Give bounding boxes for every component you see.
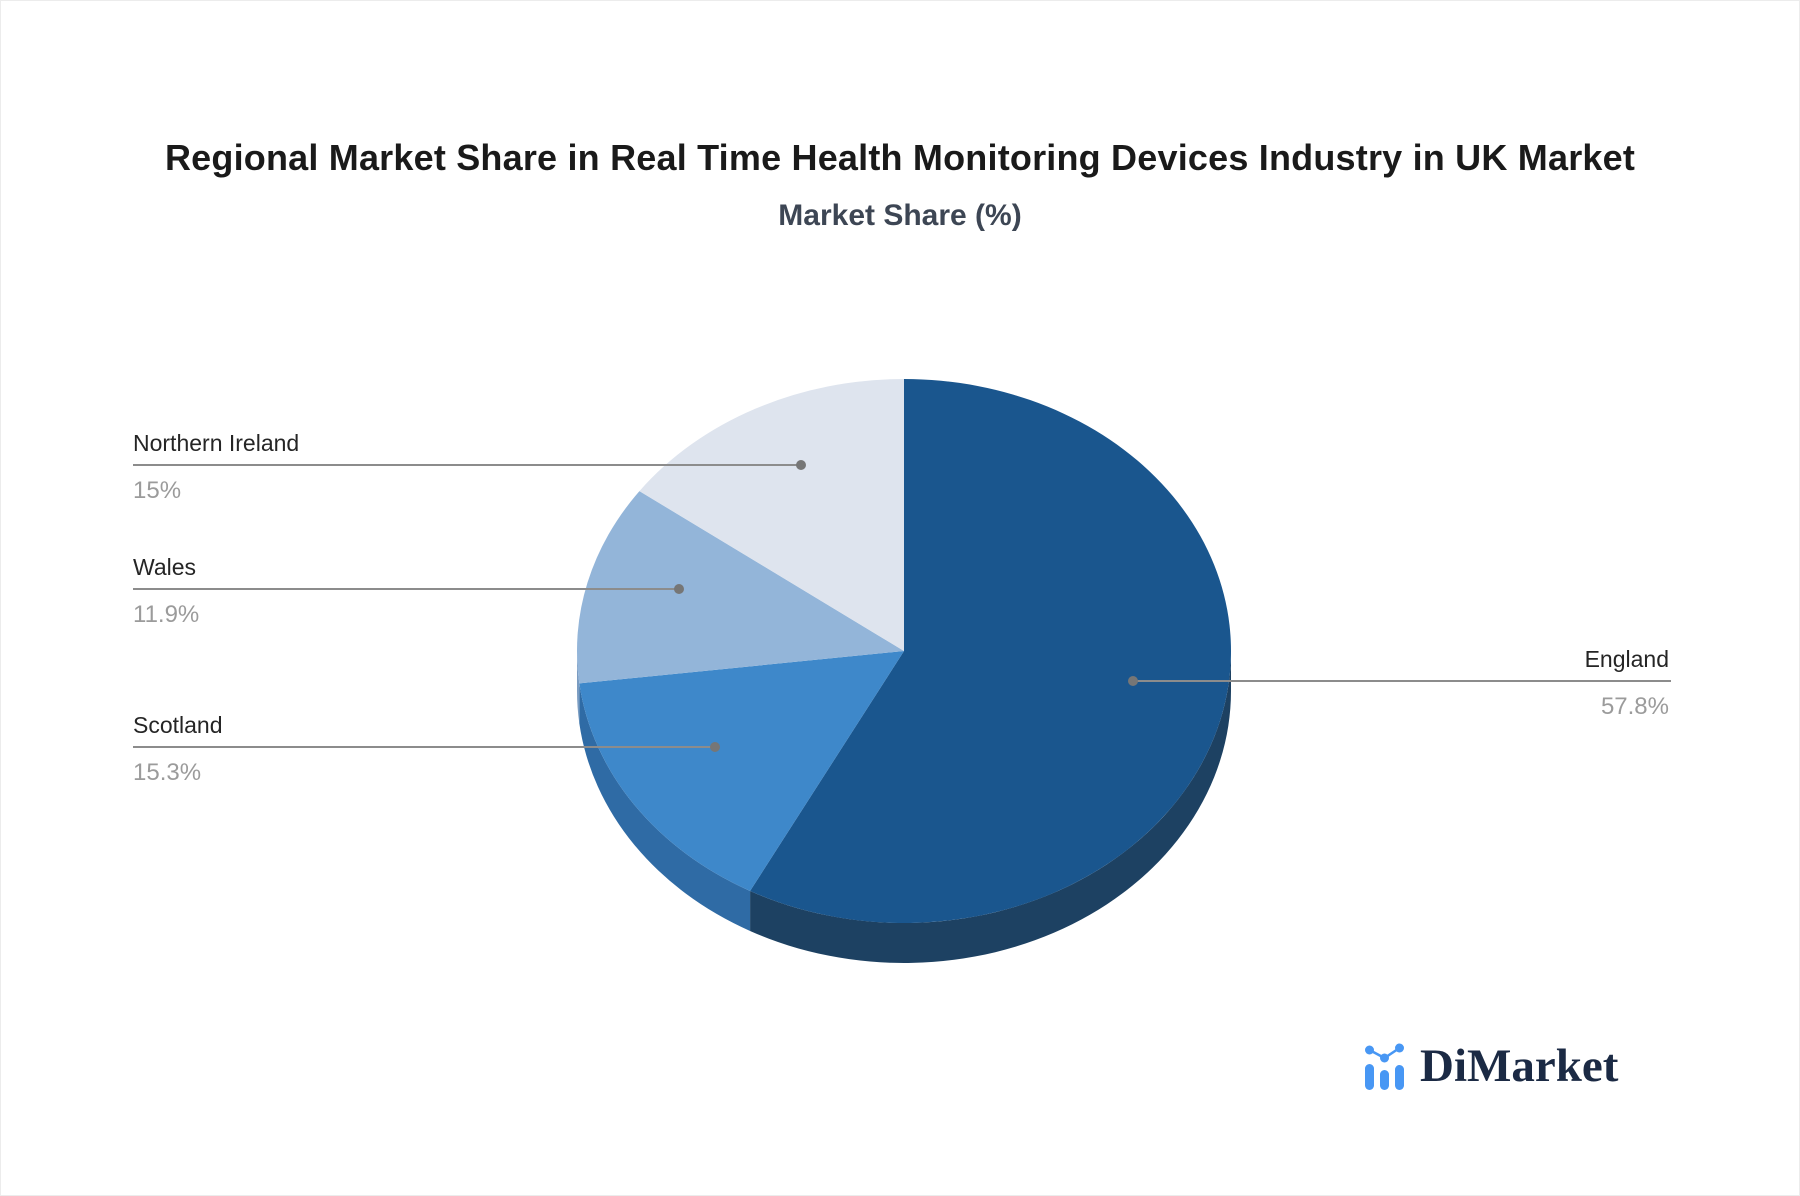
label-england: England 57.8%: [1585, 645, 1669, 721]
pie-slice-england[interactable]: [750, 379, 1232, 923]
chart-subtitle: Market Share (%): [778, 199, 1022, 232]
slice-label: Scotland: [133, 712, 223, 738]
slice-label: England: [1584, 646, 1669, 672]
label-scotland: Scotland 15.3%: [133, 711, 223, 787]
label-northern-ireland: Northern Ireland 15%: [133, 429, 299, 505]
pie-slice-side-england[interactable]: [750, 651, 1231, 963]
pie-slice-side-scotland[interactable]: [579, 683, 751, 931]
leader-dot: [674, 584, 684, 594]
logo-wordmark: DiMarket: [1420, 1040, 1619, 1092]
slice-value: 15.3%: [133, 759, 202, 786]
pie-slice-northern-ireland[interactable]: [639, 379, 904, 651]
pie-slice-side-wales[interactable]: [577, 651, 580, 724]
bar-line-chart-icon: [1365, 1043, 1404, 1090]
slice-value: 57.8%: [1600, 693, 1669, 720]
leader-dot: [1128, 676, 1138, 686]
leader-dot: [710, 742, 720, 752]
slice-value: 15%: [133, 477, 182, 504]
chart-title: Regional Market Share in Real Time Healt…: [164, 137, 1636, 178]
pie-slice-wales[interactable]: [577, 491, 904, 684]
dimarket-logo: DiMarket: [1363, 1043, 1618, 1090]
slice-value: 11.9%: [133, 601, 200, 628]
leader-dot: [796, 460, 806, 470]
pie-slice-scotland[interactable]: [579, 651, 904, 891]
slice-label: Wales: [133, 554, 197, 580]
slice-label: Northern Ireland: [133, 430, 300, 456]
label-wales: Wales 11.9%: [133, 553, 199, 629]
